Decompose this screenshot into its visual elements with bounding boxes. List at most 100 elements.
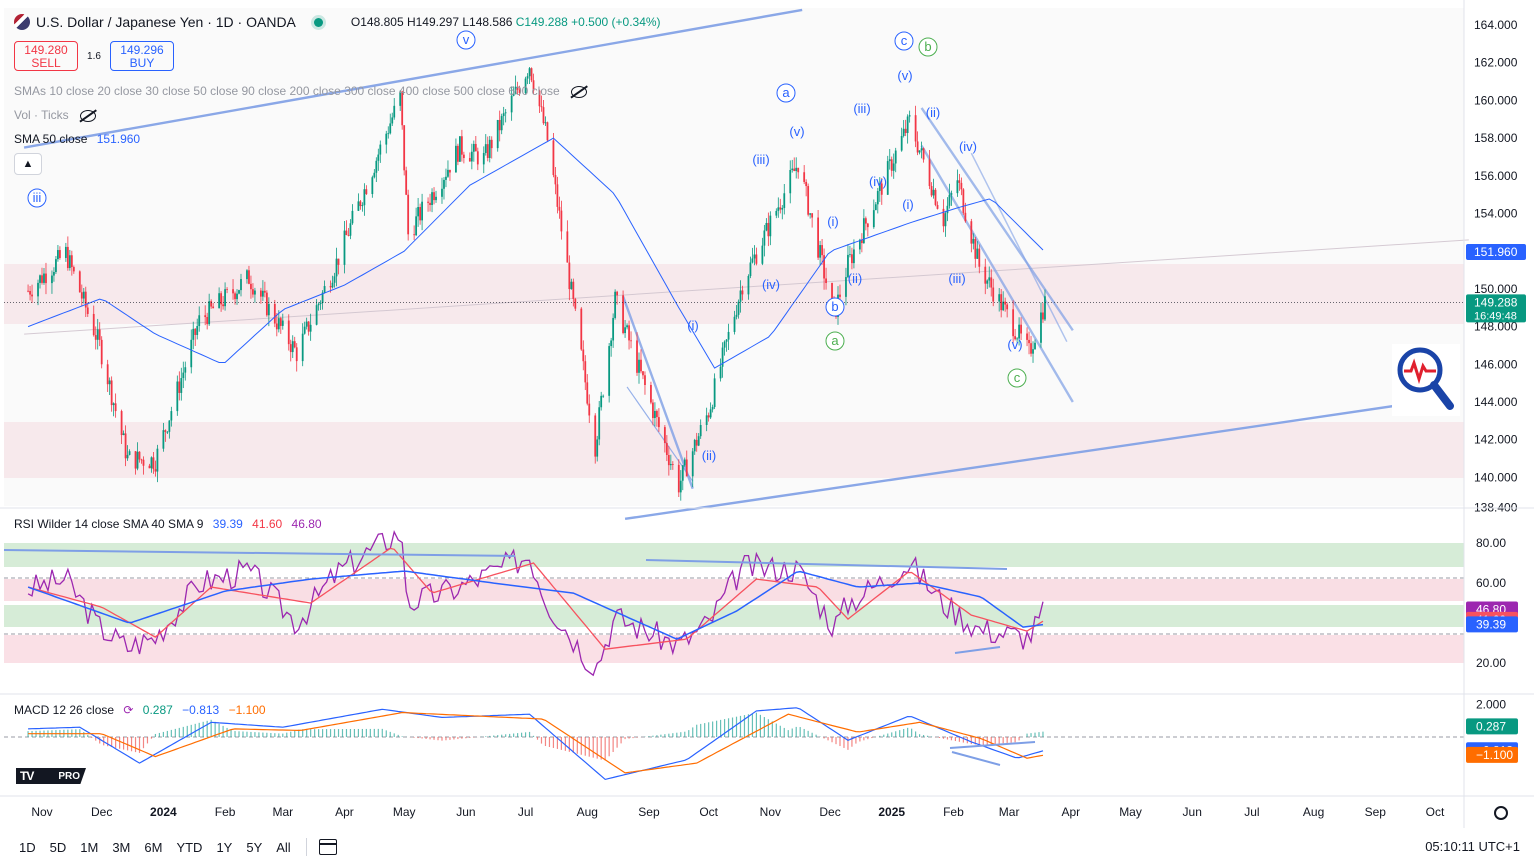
candle-body <box>96 329 99 340</box>
smas-legend[interactable]: SMAs 10 close 20 close 30 close 50 close… <box>14 84 588 98</box>
volume-legend-label: Vol · Ticks <box>14 108 69 122</box>
candle-body <box>1012 309 1015 337</box>
sell-button[interactable]: 149.280 SELL <box>14 41 78 71</box>
calendar-icon[interactable] <box>318 839 337 855</box>
wave-label: (iv) <box>869 174 887 189</box>
candle-body <box>560 210 563 232</box>
candle-body <box>263 290 266 293</box>
candle-body <box>460 136 463 155</box>
candle-body <box>819 245 821 258</box>
collapse-legend-button[interactable]: ▲ <box>14 153 42 175</box>
candle-body <box>864 218 867 224</box>
candle-body <box>807 186 810 215</box>
macd-legend-value-1: 0.287 <box>142 703 173 717</box>
symbol-title[interactable]: U.S. Dollar / Japanese Yen · 1D · OANDA <box>36 14 296 30</box>
rsi-value-badge <box>1466 616 1518 633</box>
candle-body <box>767 222 770 237</box>
change-value: +0.500 (+0.34%) <box>571 15 661 29</box>
range-1y[interactable]: 1Y <box>216 839 233 855</box>
candle-body <box>204 315 207 318</box>
rsi-tick-label: 60.00 <box>1476 576 1506 590</box>
range-1d[interactable]: 1D <box>19 839 36 855</box>
rsi-upper-zone <box>4 579 1464 601</box>
candle-body <box>721 347 724 367</box>
candle-body <box>894 150 897 164</box>
wave-label: a <box>831 333 839 348</box>
wave-labels: iii v c b (v) (iii) (ii) (iv) (i) a (v) (iii) (i) (iv… <box>27 30 1027 463</box>
candle-body <box>224 289 226 307</box>
candle-body <box>763 230 766 246</box>
candle-body <box>303 326 306 334</box>
range-5d[interactable]: 5D <box>49 839 67 855</box>
candle-body <box>516 86 519 90</box>
range-3m[interactable]: 3M <box>112 839 131 855</box>
range-1m[interactable]: 1M <box>80 839 99 855</box>
candle-body <box>29 291 31 295</box>
rsi-trend-line <box>645 559 1008 570</box>
hidden-eye-icon[interactable] <box>571 85 588 98</box>
candle-body <box>528 68 531 77</box>
candle-body <box>206 317 209 325</box>
candle-body <box>958 180 961 183</box>
macd-series-line <box>28 711 1044 774</box>
buy-button[interactable]: 149.296 BUY <box>110 41 174 71</box>
candlestick-series <box>27 67 1046 501</box>
candle-body <box>365 189 368 195</box>
candle-body <box>546 122 549 141</box>
volume-legend[interactable]: Vol · Ticks <box>14 108 97 122</box>
bottom-toolbar: 1D 5D 1M 3M 6M YTD 1Y 5Y All 05:10:11 UT… <box>0 829 1534 865</box>
range-ytd[interactable]: YTD <box>176 839 203 855</box>
chart-canvas[interactable]: iii v c b (v) (iii) (ii) (iv) (i) a (v) (iii) (i) (iv… <box>0 0 1534 828</box>
macd-legend[interactable]: MACD 12 26 close ⟳ 0.287 −0.813 −1.100 <box>14 703 266 717</box>
candle-body <box>462 154 465 159</box>
candle-body <box>904 128 907 134</box>
candle-body <box>644 375 646 385</box>
candle-body <box>960 182 963 190</box>
candle-body <box>53 272 55 276</box>
rsi-legend-value-3: 46.80 <box>291 517 322 531</box>
time-tick-label: Oct <box>1426 805 1445 819</box>
upper-channel-line <box>23 8 803 149</box>
candle-body <box>431 192 433 206</box>
range-5y[interactable]: 5Y <box>246 839 263 855</box>
time-tick-label: Jun <box>1183 805 1202 819</box>
settings-gear-icon[interactable] <box>1494 806 1508 820</box>
candle-body <box>872 210 875 228</box>
candle-body <box>68 255 71 269</box>
candle-body <box>964 212 967 222</box>
refresh-icon[interactable]: ⟳ <box>123 703 134 717</box>
candle-body <box>267 303 270 316</box>
candle-body <box>876 191 879 205</box>
tradingview-logo[interactable]: TV PRO <box>16 768 86 784</box>
candle-body <box>658 417 660 428</box>
hidden-eye-icon[interactable] <box>80 109 97 122</box>
close-value: C149.288 <box>515 15 568 29</box>
range-all[interactable]: All <box>276 839 291 855</box>
candle-body <box>851 254 853 264</box>
candle-body <box>196 326 199 335</box>
candle-body <box>484 144 487 153</box>
candle-body <box>120 411 123 436</box>
wave-label: (v) <box>897 68 912 83</box>
candle-body <box>542 107 545 124</box>
candle-body <box>699 424 702 437</box>
candle-body <box>449 169 451 173</box>
candle-body <box>150 457 153 469</box>
range-6m[interactable]: 6M <box>144 839 163 855</box>
candle-body <box>558 206 561 211</box>
candle-body <box>642 371 644 376</box>
sma50-legend-value: 151.960 <box>96 132 141 146</box>
rsi-legend[interactable]: RSI Wilder 14 close SMA 40 SMA 9 39.39 4… <box>14 517 322 531</box>
time-tick-label: Nov <box>31 805 52 819</box>
wave-channel-line <box>621 296 694 490</box>
candle-body <box>486 144 489 158</box>
price-tick-label: 164.000 <box>1474 18 1518 32</box>
candle-body <box>737 301 740 315</box>
candle-body <box>357 201 360 211</box>
utc-clock[interactable]: 05:10:11 UTC+1 <box>1425 839 1520 854</box>
sma50-legend[interactable]: SMA 50 close 151.960 <box>14 132 140 146</box>
candle-body <box>610 340 613 347</box>
price-tick-label: 148.000 <box>1474 320 1518 334</box>
wave-label: (ii) <box>702 448 716 463</box>
time-tick-label: Feb <box>943 805 964 819</box>
